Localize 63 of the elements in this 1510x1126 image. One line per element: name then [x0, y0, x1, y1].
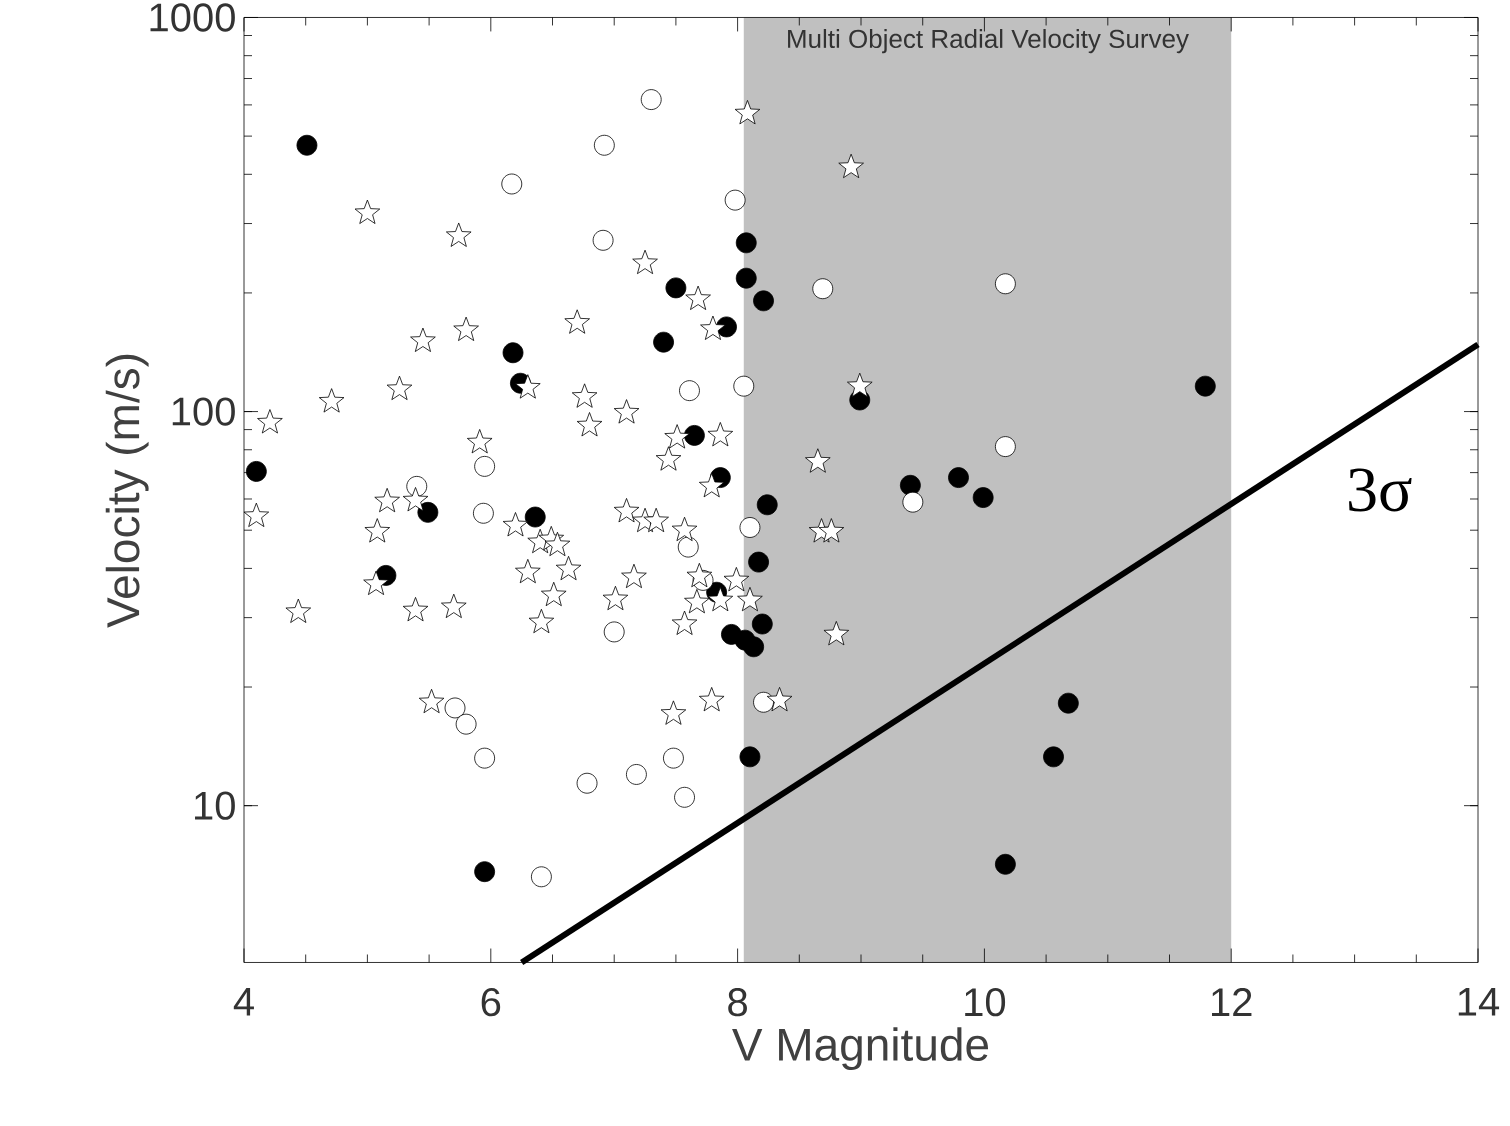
point — [994, 273, 1016, 294]
y-axis-title: Velocity (m/s) — [105, 354, 149, 628]
point — [735, 232, 757, 254]
point — [972, 486, 994, 508]
point — [700, 315, 726, 340]
point — [748, 551, 769, 573]
point — [823, 620, 850, 646]
point — [847, 372, 873, 397]
x-tick-label: 6 — [481, 987, 501, 1017]
point — [665, 277, 687, 299]
point — [684, 424, 705, 446]
point — [643, 507, 669, 532]
point — [686, 562, 713, 587]
x-tick-label: 14 — [1458, 987, 1500, 1016]
point — [698, 472, 725, 498]
point — [1194, 375, 1216, 397]
point — [1043, 746, 1064, 768]
point — [753, 290, 774, 311]
point — [766, 686, 793, 712]
point — [515, 374, 541, 399]
x-tick-label: 10 — [965, 987, 1006, 1017]
point — [734, 99, 761, 125]
x-tick-label: 4 — [233, 987, 254, 1016]
point — [402, 486, 429, 512]
point — [743, 636, 765, 657]
point — [838, 153, 864, 178]
point — [902, 491, 924, 513]
point — [818, 517, 845, 543]
point — [632, 249, 658, 274]
x-axis-title: V Magnitude — [732, 1026, 989, 1070]
y-tick-label: 1000 — [150, 3, 235, 32]
point — [994, 853, 1016, 875]
point — [756, 494, 778, 515]
point — [994, 435, 1016, 457]
point — [707, 586, 734, 611]
point — [417, 501, 439, 523]
point — [739, 516, 761, 538]
point — [899, 474, 921, 496]
point — [753, 691, 774, 713]
point — [812, 278, 834, 299]
x-tick-label: 8 — [728, 987, 747, 1017]
point — [737, 586, 763, 611]
point — [948, 466, 969, 488]
band-label: Multi Object Radial Velocity Survey — [788, 28, 1189, 54]
point — [751, 613, 773, 635]
x-tick-label: 12 — [1212, 987, 1252, 1016]
point — [296, 134, 318, 156]
point — [544, 531, 571, 556]
point — [733, 375, 755, 397]
point — [474, 861, 496, 882]
point — [363, 570, 389, 595]
point — [524, 506, 546, 528]
point — [735, 267, 757, 289]
point — [1057, 692, 1079, 714]
point — [245, 460, 267, 482]
y-tick-label: 100 — [172, 397, 235, 426]
point — [502, 342, 524, 363]
point — [739, 746, 761, 768]
annotation: 3σ — [1349, 468, 1412, 512]
y-tick-label: 10 — [195, 791, 235, 820]
point — [723, 566, 750, 592]
point — [805, 448, 831, 473]
point — [653, 331, 674, 353]
